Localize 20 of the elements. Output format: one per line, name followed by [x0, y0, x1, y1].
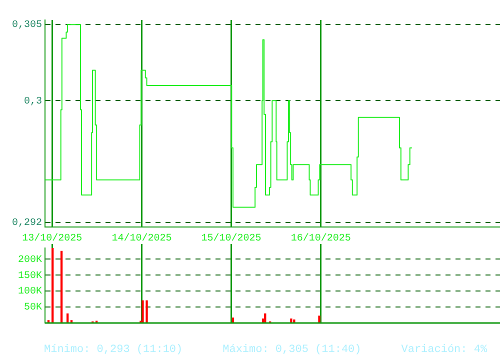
bar [290, 318, 292, 323]
y-tick-label: 0,305 [12, 20, 42, 32]
x-tick-label: 14/10/2025 [112, 232, 172, 245]
y-tick-label: 200K [18, 254, 42, 266]
text: Mínimo: 0,293 (11:10) [44, 344, 183, 356]
y-tick-label: 0,292 [12, 218, 42, 230]
bar [60, 250, 63, 323]
bar [293, 319, 296, 323]
y-tick-label: 100K [18, 286, 42, 298]
y-tick-label: 50K [24, 302, 42, 314]
x-tick-label: 15/10/2025 [201, 232, 262, 245]
y-tick-label: 150K [18, 270, 42, 282]
x-tick-label: 13/10/2025 [22, 232, 82, 245]
bar [142, 300, 144, 323]
y-tick-label: 0,3 [24, 96, 42, 108]
bar [146, 300, 148, 323]
text: Máximo: 0,305 (11:40) [222, 344, 362, 356]
x-tick-label: 16/10/2025 [290, 232, 351, 245]
bar [318, 316, 320, 323]
text: Variación: 4% [401, 344, 488, 356]
